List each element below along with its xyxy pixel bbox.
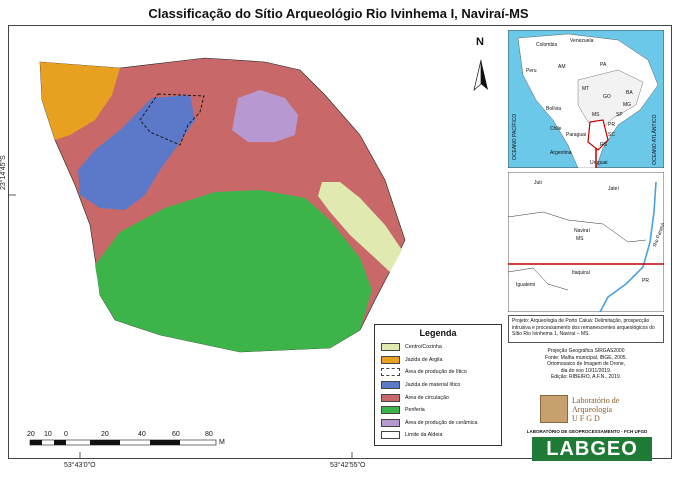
jazida-argila (40, 62, 120, 140)
inset-label: Bolívia (546, 106, 561, 112)
labgeo-logo: LABGEO (532, 437, 652, 461)
inset-label: PA (600, 62, 607, 68)
legend-label: Área de circulação (405, 394, 449, 401)
scale-unit: M (219, 439, 225, 446)
legend-label: Área de produção de lítico (405, 369, 467, 376)
legend-swatch (381, 368, 400, 377)
lab-arq-line: U F G D (572, 413, 600, 423)
inset-label: Venezuela (570, 38, 594, 44)
projection-info: Projeção Geográfica SIRGAS2000 Fonte: Ma… (508, 348, 664, 388)
inset-label: PR (608, 122, 615, 128)
inset-label: SP (616, 112, 623, 118)
lab-arq-line: Arqueologia (572, 404, 612, 414)
regional-label: MS (576, 236, 584, 242)
scale-tick: 0 (64, 431, 68, 438)
north-arrow-icon (473, 59, 488, 91)
regional-label: Iguatemi (516, 282, 535, 288)
map-title: Classificação do Sítio Arqueológio Rio I… (148, 6, 529, 21)
inset-label: BA (626, 90, 633, 96)
inset-label: RS (600, 142, 608, 148)
inset-label: Peru (526, 68, 537, 74)
lon-label-2: 53°42'55"O (330, 462, 366, 469)
inset-label: MG (623, 102, 631, 108)
regional-label: Jateí (608, 186, 619, 192)
regional-label: Juti (534, 180, 542, 186)
legend-item: Jazida de Argila (375, 354, 501, 367)
legend-swatch (381, 343, 400, 352)
scale-bar (29, 439, 217, 446)
scale-tick: 80 (205, 431, 213, 438)
inset-label: Paraguai (566, 132, 586, 138)
projection-line: Projeção Geográfica SIRGAS2000 (547, 348, 625, 354)
turtle-logo-icon (540, 395, 568, 423)
regional-label: Itaquiraí (572, 270, 591, 276)
legend: Legenda Centro/Cozinha Jazida de Argila Ár… (374, 324, 502, 446)
legend-item: Centro/Cozinha (375, 341, 501, 354)
north-label: N (476, 36, 484, 48)
legend-label: Centro/Cozinha (405, 344, 442, 351)
map-frame (8, 25, 672, 459)
legend-swatch (381, 355, 400, 364)
projection-line: Edição: RIBEIRO, A.F.N., 2019. (550, 374, 622, 380)
projection-line: dia do voo 10/11/2019. (560, 367, 612, 374)
legend-item: Jazida de material lítico (375, 379, 501, 392)
inset-regional: Juti Jateí Naviraí MS Itaquiraí Iguatemi… (508, 172, 664, 312)
projection-line: Ortomosaico de Imagem de Drone, (546, 361, 626, 367)
legend-item: Limite da Aldeia (375, 429, 501, 442)
inset-south-america: Colombia Venezuela Peru Bolívia Chile Ar… (508, 30, 664, 168)
legend-label: Jazida de Argila (405, 356, 443, 363)
area-producao-ceramica (232, 90, 298, 142)
lat-label: 23°14'45"S (0, 155, 7, 190)
lon-label-1: 53°43'0"O (64, 462, 96, 469)
regional-label: PR (642, 278, 649, 284)
legend-label: Limite da Aldeia (405, 432, 443, 439)
inset-label: Uruguai (590, 160, 608, 166)
scale-tick: 60 (172, 431, 180, 438)
inset-label: Colombia (536, 42, 557, 48)
jazida-material-litico (78, 95, 195, 210)
legend-swatch (381, 381, 400, 390)
scale-tick: 20 (27, 431, 35, 438)
legend-title: Legenda (419, 328, 457, 338)
centro-cozinha (318, 182, 402, 272)
legend-swatch (381, 418, 400, 427)
scale-tick: 40 (138, 431, 146, 438)
inset-label: MT (582, 86, 589, 92)
legend-swatch (381, 393, 400, 402)
inset-ocean-right: OCEANO ATLÂNTICO (651, 114, 658, 165)
scale-tick: 20 (101, 431, 109, 438)
inset-label: AM (558, 64, 566, 70)
periferia (95, 190, 372, 352)
regional-label: Rio Paraná (652, 222, 664, 248)
legend-item: Área de produção de cerâmica (375, 417, 501, 430)
legend-label: Periferia (405, 407, 425, 414)
legend-item: Área de circulação (375, 391, 501, 404)
projection-line: Fonte: Malha municipal, IBGE, 2005. (545, 354, 627, 361)
project-info: Projeto: Arqueologia de Porto Caiuá: Del… (508, 315, 664, 343)
legend-label: Área de produção de cerâmica (405, 419, 478, 426)
inset-label: SC (608, 132, 615, 138)
legend-swatch (381, 431, 400, 440)
legend-item: Periferia (375, 404, 501, 417)
lab-arqueologia-logo: Laboratório de Arqueologia U F G D (540, 390, 632, 428)
legend-label: Jazida de material lítico (405, 382, 461, 389)
legend-item: Área de produção de lítico (375, 366, 501, 379)
labgeo-caption: LABORATÓRIO DE GEOPROCESSAMENTO - FCH UF… (526, 429, 648, 434)
lab-arq-line: Laboratório de (572, 395, 620, 405)
scale-tick: 10 (44, 431, 52, 438)
legend-swatch (381, 406, 400, 415)
inset-label: MS (592, 112, 600, 118)
inset-label: Argentina (550, 150, 572, 156)
inset-label: Chile (550, 126, 562, 132)
regional-label: Naviraí (574, 228, 590, 234)
inset-label: GO (603, 94, 611, 100)
area-producao-litico (139, 93, 205, 146)
inset-ocean-left: OCEANO PACÍFICO (511, 114, 518, 160)
